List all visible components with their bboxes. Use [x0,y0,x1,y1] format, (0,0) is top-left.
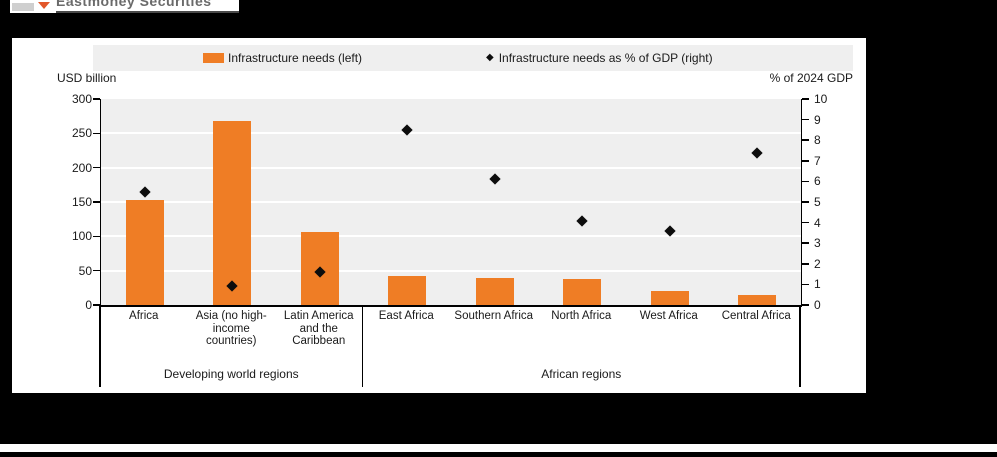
right-axis-tick [801,160,809,162]
gridline [101,132,801,135]
group-divider [99,306,101,387]
chart-legend: Infrastructure needs (left) ◆ Infrastruc… [93,45,853,71]
bar-southern-africa [475,278,514,305]
left-axis-tick [93,201,100,203]
left-axis-tick [93,166,100,169]
group-divider [799,306,801,387]
x-axis-label: Southern Africa [454,310,534,322]
chart-card: Infrastructure needs (left) ◆ Infrastruc… [12,38,866,393]
x-axis-label: East Africa [378,310,434,322]
right-axis-tick-label: 4 [814,215,821,230]
right-axis-title: % of 2024 GDP [769,71,853,85]
x-axis-label: Africa [129,310,159,322]
right-axis-tick [801,242,809,244]
legend-item-diamonds: ◆ Infrastructure needs as % of GDP (righ… [486,45,713,71]
left-axis-tick-label: 0 [85,298,92,312]
left-axis-tick [93,98,100,100]
brand-logo-fragment [12,3,34,11]
gridline [101,201,801,203]
left-axis-tick-label: 200 [71,160,92,175]
left-axis-tick-label: 300 [71,92,92,106]
diamond-marker-central-africa [751,146,763,159]
plot-area [100,99,802,307]
bottom-strip [0,444,997,452]
diamond-marker-north-africa [576,214,588,227]
x-axis-label: West Africa [639,310,698,322]
right-axis-tick-label: 3 [814,236,821,251]
right-axis-tick [801,283,809,286]
left-axis-tick-label: 100 [71,229,92,244]
diamond-marker-africa [139,186,151,198]
right-axis-tick [801,304,809,306]
x-axis-label: Central Africa [721,310,791,322]
legend-diamonds-label: Infrastructure needs as % of GDP (right) [498,51,713,65]
left-axis-tick [93,132,100,135]
bar-central-africa [738,295,777,305]
right-axis-tick-label: 7 [814,153,821,168]
right-axis-tick-label: 1 [814,277,821,292]
brand-arrow-icon [38,2,50,9]
right-axis-tick [801,221,809,224]
right-axis-tick-label: 10 [814,92,828,106]
brand-strip: Eastmoney Securities [10,0,239,13]
left-axis-tick [93,304,100,306]
legend-diamond-icon: ◆ [486,52,494,63]
left-axis-tick-label: 150 [71,195,92,209]
group-divider [361,306,364,387]
group-label: Developing world regions [163,367,299,381]
right-axis-tick [801,139,809,141]
gridline [101,269,801,272]
gridline [101,235,801,238]
legend-item-bars: Infrastructure needs (left) [203,45,362,71]
left-axis-title: USD billion [57,71,117,85]
bar-east-africa [388,276,427,305]
x-axis-label: North Africa [551,310,612,322]
legend-bars-label: Infrastructure needs (left) [228,51,363,65]
right-axis-tick-label: 0 [814,298,821,312]
gridline [101,166,801,169]
left-axis-tick [93,269,100,272]
right-axis-tick [801,118,809,121]
bar-north-africa [563,279,602,305]
x-axis-label: Latin America and the Caribbean [283,310,354,347]
legend-bar-swatch-icon [203,53,224,63]
right-axis-tick [801,263,809,265]
x-axis-label: Asia (no high- income countries) [195,310,267,347]
right-axis-tick-label: 6 [814,174,821,189]
group-label: African regions [541,367,622,381]
right-axis-tick-label: 2 [814,256,821,271]
left-axis-tick-label: 250 [71,126,92,141]
diamond-marker-southern-africa [489,173,501,185]
bar-africa [125,200,164,305]
left-axis-tick [93,235,100,238]
right-axis-tick-label: 8 [814,133,821,148]
right-axis-tick [801,180,809,183]
left-axis-tick-label: 50 [78,263,92,278]
right-axis-tick [801,201,809,203]
brand-name: Eastmoney Securities [56,0,212,9]
right-axis-tick-label: 9 [814,112,821,127]
bar-asia-no-high-income-countries- [213,121,252,305]
right-axis-tick [801,98,809,100]
bar-west-africa [650,291,689,305]
right-axis-tick-label: 5 [814,195,821,209]
brand-underline [56,11,239,13]
